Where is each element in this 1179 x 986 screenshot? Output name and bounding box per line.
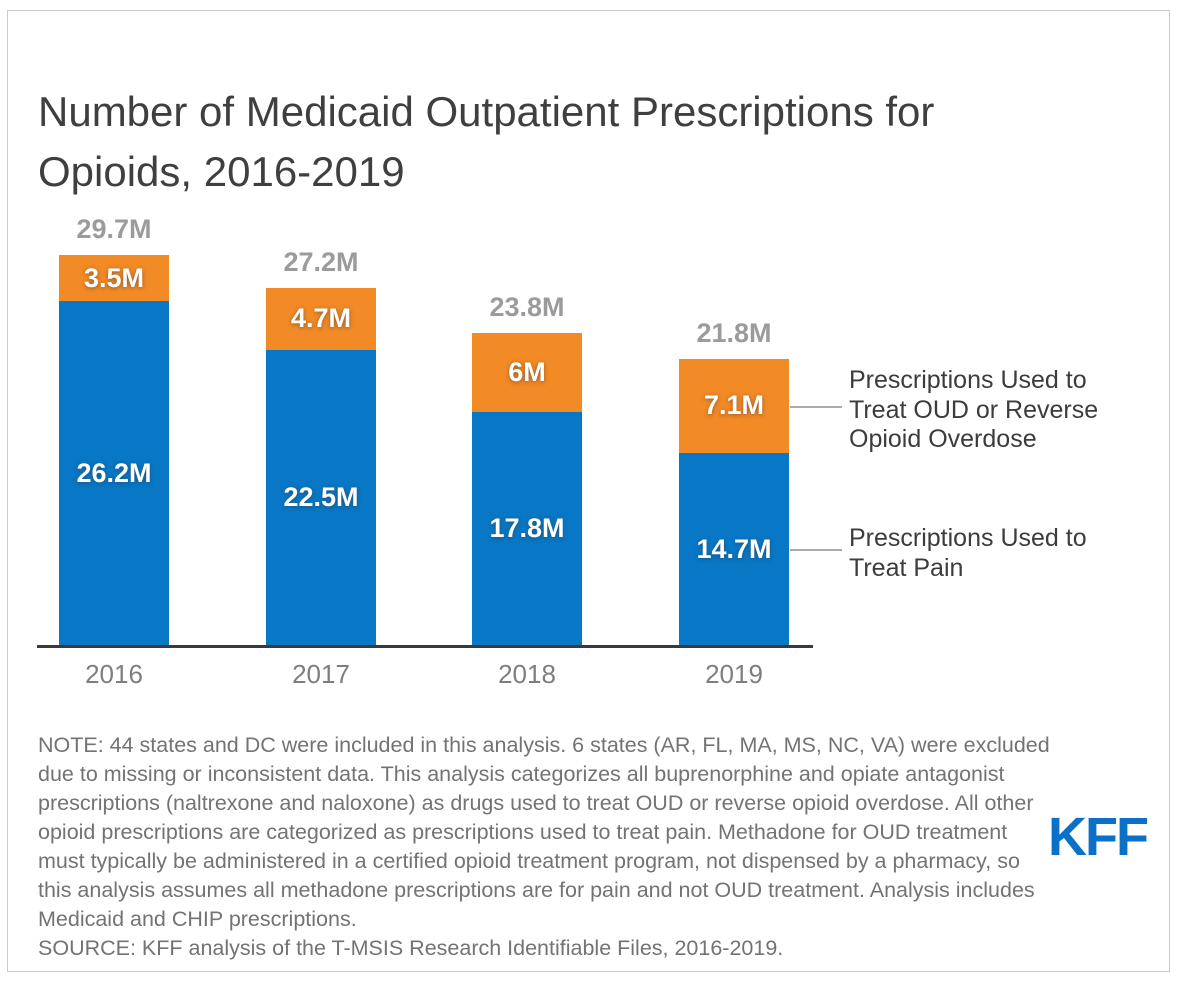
bar-2016-oud-segment: 3.5M	[59, 255, 169, 302]
bar-2019-oud-segment: 7.1M	[679, 359, 789, 453]
bar-2016-pain-segment: 26.2M	[59, 301, 169, 646]
legend-label-pain: Prescriptions Used to Treat Pain	[849, 524, 1087, 582]
bar-2017-pain-value: 22.5M	[283, 482, 359, 513]
source-text: SOURCE: KFF analysis of the T-MSIS Resea…	[38, 936, 784, 960]
x-axis-label-2017: 2017	[292, 659, 350, 689]
bar-2018-pain-value: 17.8M	[489, 513, 565, 544]
bar-2016: 3.5M 26.2M	[59, 255, 169, 646]
total-label-2017: 27.2M	[283, 247, 359, 278]
bar-2019-pain-value: 14.7M	[696, 533, 772, 564]
total-label-2018: 23.8M	[489, 291, 565, 322]
total-label-2016: 29.7M	[76, 214, 152, 245]
bar-2016-pain-value: 26.2M	[76, 458, 152, 489]
bar-2016-oud-value: 3.5M	[83, 262, 145, 293]
x-axis-label-2018: 2018	[498, 659, 556, 689]
legend-label-oud: Prescriptions Used to Treat OUD or Rever…	[849, 366, 1099, 453]
x-axis-label-2019: 2019	[705, 659, 763, 689]
bar-2019-pain-segment: 14.7M	[679, 452, 789, 646]
bar-2019-oud-value: 7.1M	[703, 390, 765, 421]
total-label-2019: 21.8M	[696, 318, 772, 349]
bar-2018-oud-segment: 6M	[472, 332, 582, 412]
footer-block: NOTE: 44 states and DC were included in …	[38, 731, 1058, 963]
note-text: NOTE: 44 states and DC were included in …	[38, 733, 1050, 931]
x-axis-label-2016: 2016	[85, 659, 143, 689]
bar-2017-pain-segment: 22.5M	[266, 349, 376, 646]
chart-title: Number of Medicaid Outpatient Prescripti…	[38, 88, 935, 196]
bar-2017: 4.7M 22.5M	[266, 288, 376, 646]
legend-connector-oud	[790, 406, 842, 408]
bar-2018-oud-value: 6M	[508, 356, 546, 387]
chart-frame-border	[7, 10, 1170, 972]
bar-2017-oud-value: 4.7M	[290, 303, 352, 334]
bar-2018: 6M 17.8M	[472, 332, 582, 646]
kff-logo: KFF	[1048, 807, 1149, 867]
legend-connector-pain	[790, 549, 842, 551]
bar-2018-pain-segment: 17.8M	[472, 411, 582, 646]
x-axis-line	[37, 645, 813, 648]
bar-2017-oud-segment: 4.7M	[266, 288, 376, 350]
bar-2019: 7.1M 14.7M	[679, 359, 789, 646]
